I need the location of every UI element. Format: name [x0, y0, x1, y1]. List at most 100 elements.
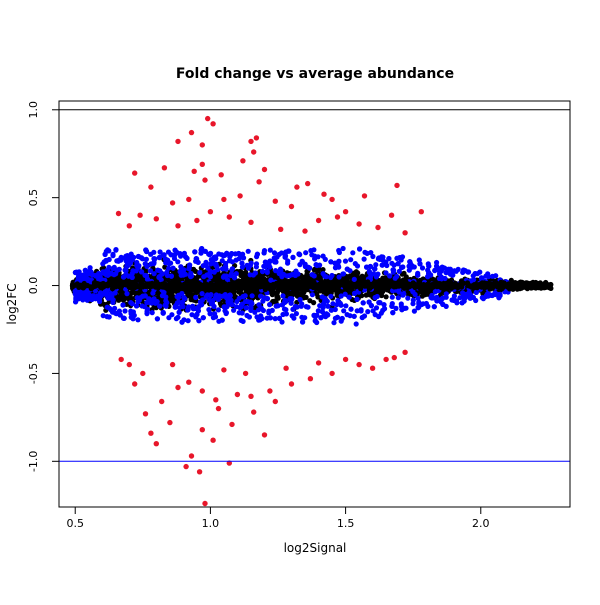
point-blue — [104, 268, 110, 274]
point-blue — [233, 271, 239, 277]
point-blue — [328, 307, 334, 313]
point-blue — [239, 310, 245, 316]
point-black — [283, 289, 289, 295]
point-blue — [107, 305, 113, 311]
point-red — [251, 409, 257, 415]
point-black — [329, 283, 335, 289]
point-blue — [172, 247, 178, 253]
point-black — [315, 294, 321, 300]
point-blue — [267, 247, 273, 253]
point-blue — [189, 312, 195, 318]
point-red — [137, 212, 143, 218]
point-red — [207, 209, 214, 215]
point-black — [383, 294, 389, 300]
point-blue — [426, 263, 432, 269]
point-red — [202, 500, 208, 507]
point-red — [202, 177, 208, 183]
point-blue — [170, 265, 176, 271]
point-black — [125, 282, 131, 288]
point-black — [192, 282, 198, 288]
point-blue — [85, 276, 91, 282]
point-black — [192, 268, 199, 274]
point-black — [478, 283, 484, 289]
point-black — [295, 282, 302, 288]
point-blue — [84, 290, 91, 297]
point-blue — [434, 298, 440, 304]
point-red — [248, 138, 254, 145]
plot-frame — [58, 100, 571, 508]
point-blue — [122, 267, 128, 273]
point-blue — [247, 262, 253, 268]
point-blue — [236, 250, 242, 257]
point-blue — [179, 299, 186, 305]
point-black — [419, 284, 425, 290]
point-black — [358, 286, 364, 292]
point-black — [287, 284, 294, 290]
point-blue — [299, 314, 305, 320]
point-blue — [157, 249, 163, 255]
point-blue — [380, 254, 386, 260]
point-blue — [176, 309, 182, 315]
point-black — [488, 281, 494, 287]
point-blue — [188, 270, 194, 276]
point-black — [391, 280, 397, 286]
point-blue — [92, 288, 98, 294]
point-blue — [334, 302, 340, 308]
point-blue — [373, 262, 379, 268]
point-blue — [227, 258, 233, 264]
point-black — [336, 281, 342, 287]
point-blue — [97, 272, 103, 278]
point-blue — [389, 260, 395, 266]
point-blue — [156, 255, 163, 261]
point-blue — [120, 302, 126, 308]
point-red — [256, 179, 262, 185]
point-red — [188, 453, 195, 459]
point-blue — [219, 317, 225, 323]
point-blue — [283, 307, 289, 313]
point-red — [153, 216, 159, 222]
point-blue — [290, 306, 296, 312]
point-blue — [144, 308, 150, 315]
y-tick-label: 1.0 — [27, 101, 40, 119]
point-blue — [381, 306, 388, 312]
point-blue — [115, 258, 121, 264]
point-blue — [267, 264, 273, 270]
point-black — [90, 284, 96, 290]
point-blue — [144, 276, 151, 282]
point-red — [261, 166, 268, 173]
point-blue — [346, 294, 352, 300]
point-blue — [415, 272, 421, 278]
point-blue — [112, 290, 118, 296]
point-blue — [386, 256, 392, 262]
point-blue — [470, 294, 476, 301]
point-red — [199, 388, 205, 394]
point-blue — [151, 259, 157, 266]
point-red — [226, 214, 232, 220]
point-red — [167, 419, 173, 426]
point-blue — [365, 309, 371, 315]
point-blue — [434, 263, 440, 269]
point-red — [186, 379, 192, 385]
point-blue — [372, 294, 378, 301]
point-red — [329, 370, 335, 377]
point-red — [261, 432, 268, 438]
point-blue — [128, 314, 134, 320]
point-blue — [366, 299, 372, 305]
point-blue — [108, 270, 114, 276]
point-blue — [105, 295, 111, 301]
point-blue — [264, 296, 270, 302]
point-blue — [379, 262, 385, 268]
point-red — [383, 356, 389, 363]
point-blue — [223, 310, 229, 316]
point-blue — [360, 300, 366, 306]
x-tick-label: 2.0 — [472, 517, 490, 530]
point-blue — [390, 269, 396, 275]
point-blue — [195, 305, 201, 311]
point-blue — [200, 315, 206, 321]
point-blue — [207, 311, 213, 317]
point-blue — [496, 295, 502, 301]
point-red — [210, 121, 216, 127]
point-red — [242, 370, 249, 377]
point-blue — [120, 274, 127, 280]
point-blue — [166, 315, 172, 321]
